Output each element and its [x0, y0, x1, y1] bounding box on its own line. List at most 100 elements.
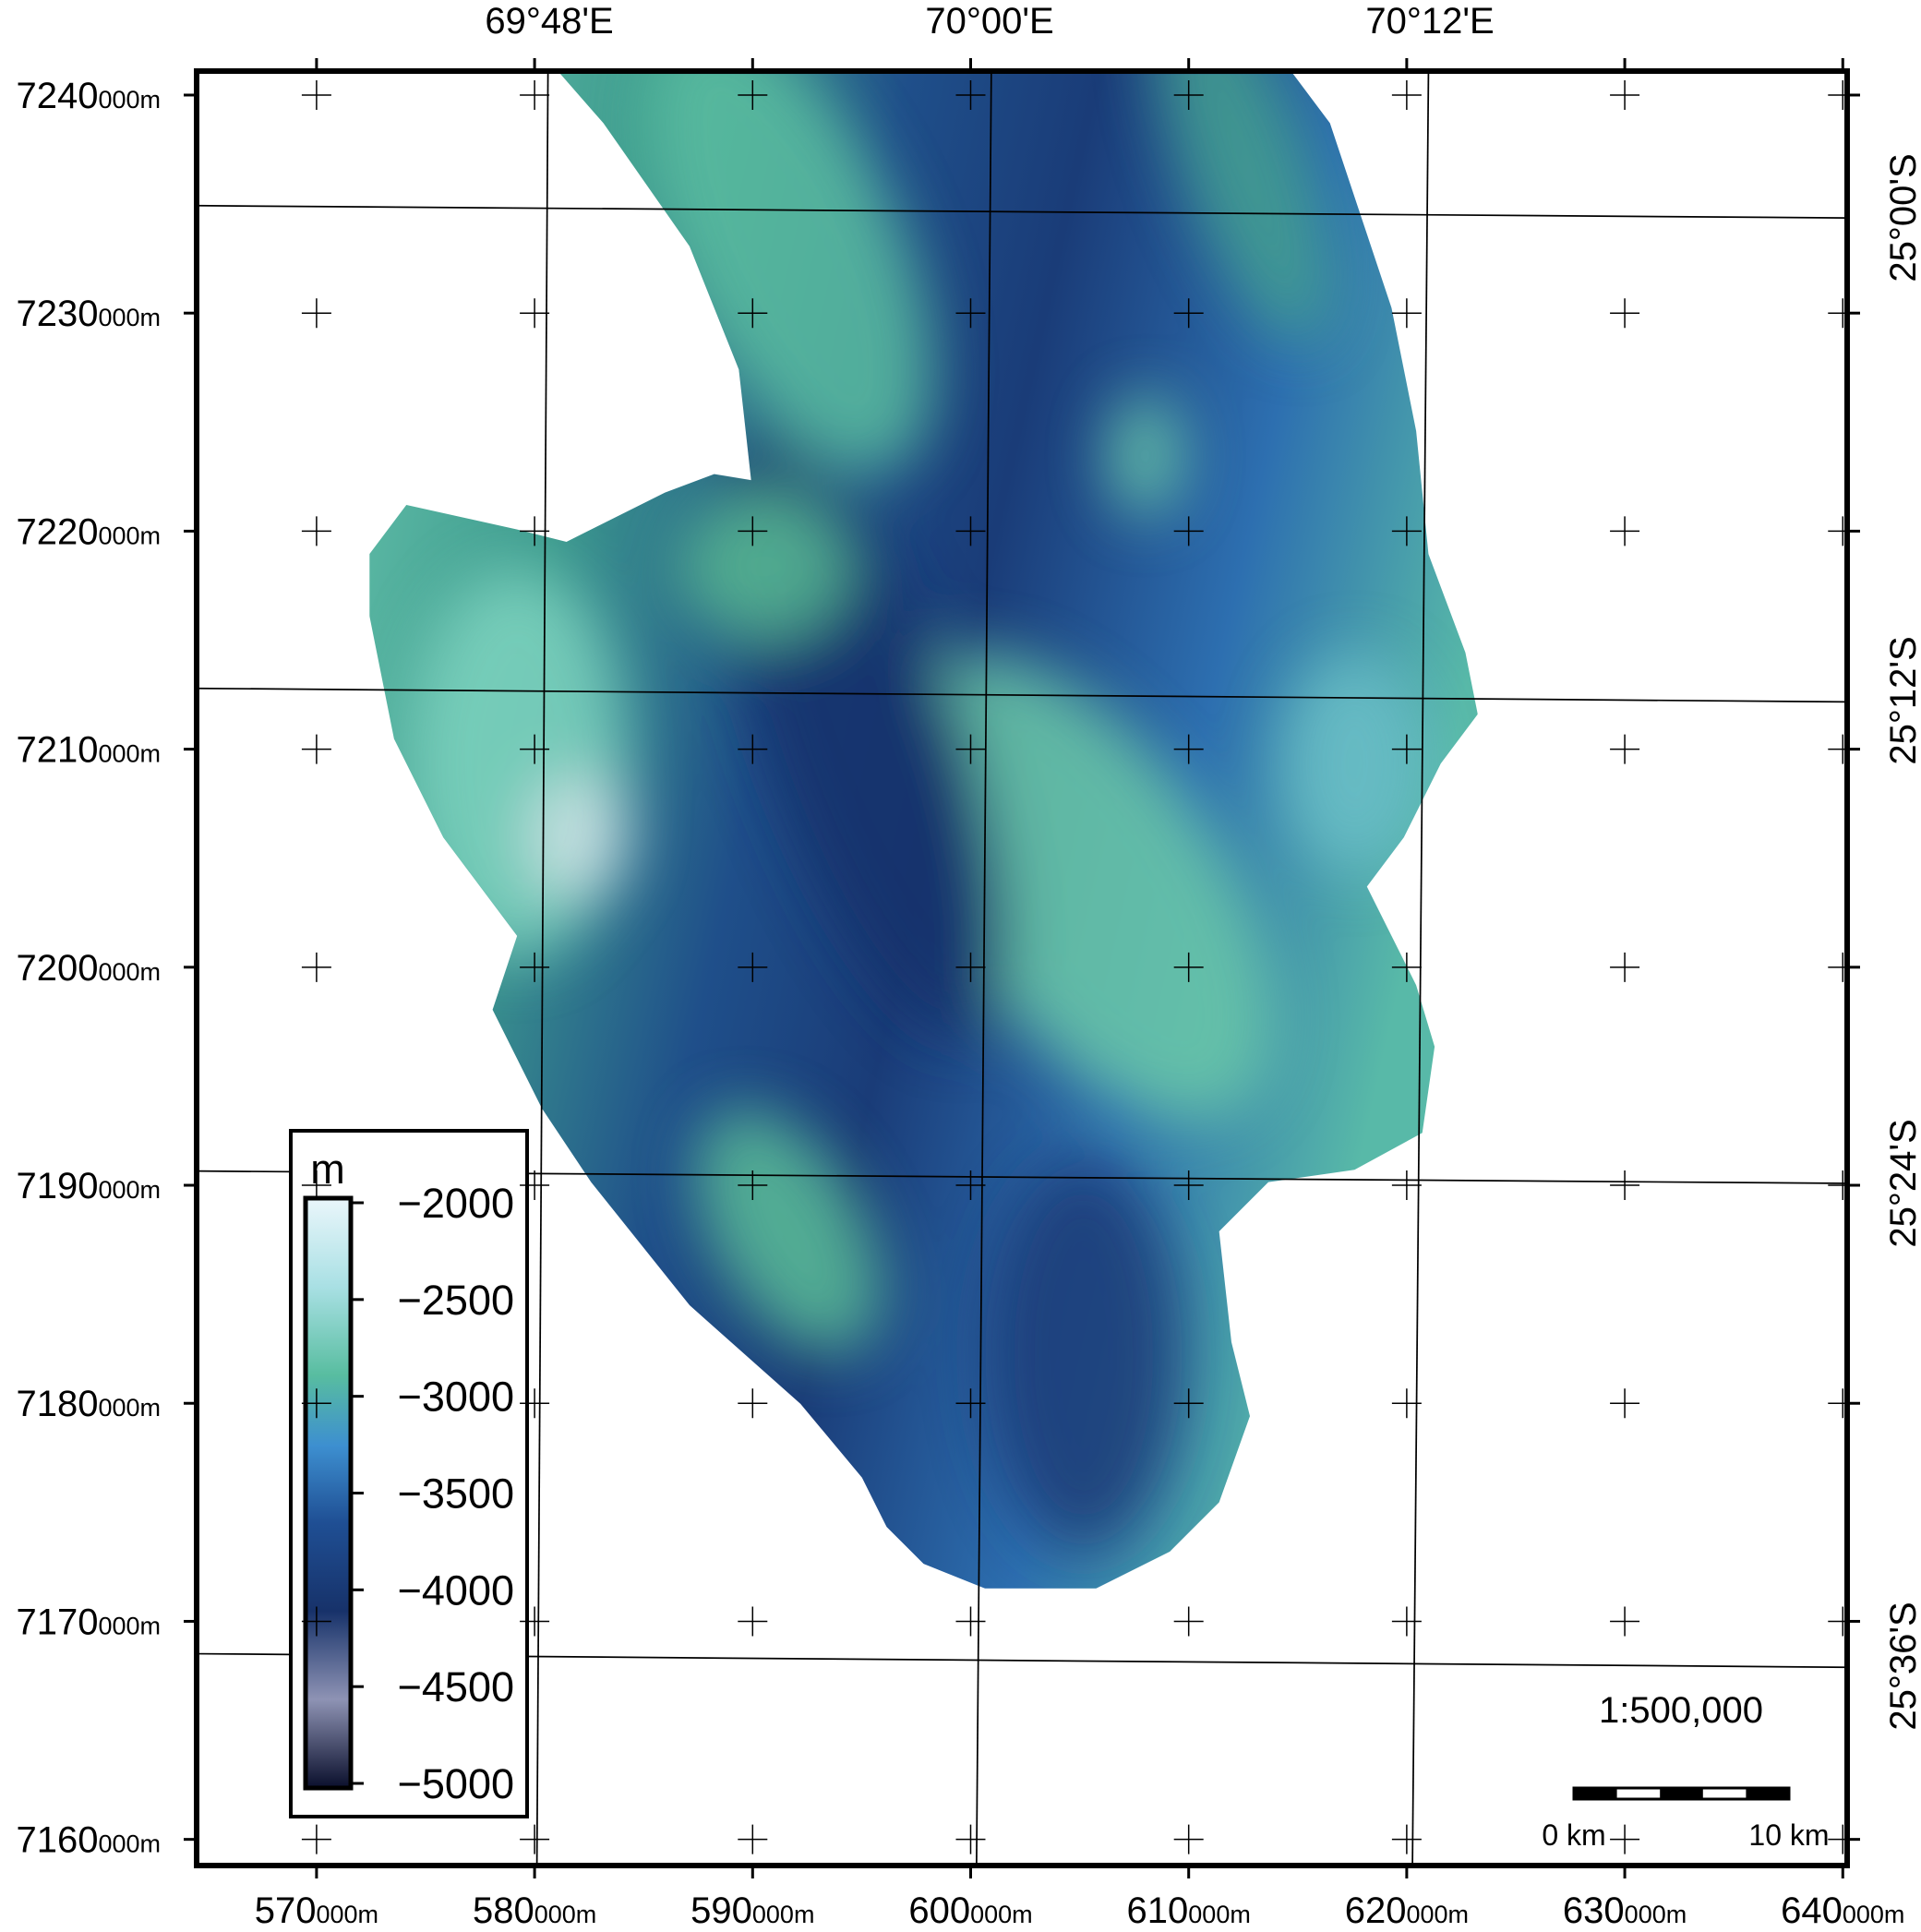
- y-tick-label: 7180000m: [16, 1384, 161, 1424]
- grid-cross: [1391, 1606, 1422, 1637]
- x-tick-suffix: 000m: [1406, 1901, 1469, 1928]
- colorbar-tick-label: −4500: [398, 1663, 514, 1710]
- colorbar-tick-label: −2500: [398, 1277, 514, 1324]
- lon-label: 70°12'E: [1365, 1, 1494, 42]
- x-tick-label: 600000m: [908, 1890, 1032, 1931]
- x-tick-main: 600: [908, 1890, 970, 1931]
- y-tick-suffix: 000m: [98, 1394, 161, 1422]
- grid-cross: [1391, 1824, 1422, 1854]
- grid-cross: [738, 952, 768, 982]
- grid-cross: [520, 952, 550, 982]
- grid-cross: [955, 1170, 986, 1201]
- lat-label: 25°12'S: [1883, 636, 1921, 764]
- x-tick-label: 630000m: [1563, 1890, 1687, 1931]
- grid-cross: [738, 734, 768, 764]
- grid-cross: [520, 79, 550, 110]
- grid-cross: [1610, 952, 1640, 982]
- scale-start: 0 km: [1542, 1818, 1605, 1852]
- scale-segment: [1574, 1788, 1617, 1799]
- grid-cross: [1610, 516, 1640, 546]
- y-tick-main: 7180: [16, 1384, 98, 1424]
- colorbar-tick-label: −3500: [398, 1470, 514, 1518]
- x-tick-suffix: 000m: [1843, 1901, 1905, 1928]
- grid-cross: [1610, 734, 1640, 764]
- grid-cross: [301, 1824, 331, 1854]
- grid-cross: [955, 1388, 986, 1419]
- y-tick-main: 7170: [16, 1602, 98, 1642]
- scale-segment: [1660, 1788, 1703, 1799]
- colorbar-ramp: [303, 1195, 354, 1791]
- y-tick-main: 7200: [16, 948, 98, 989]
- grid-cross: [1173, 298, 1204, 329]
- x-tick-suffix: 000m: [970, 1901, 1033, 1928]
- grid-cross: [1610, 1170, 1640, 1201]
- grid-cross: [955, 1824, 986, 1854]
- grid-cross: [520, 1170, 550, 1201]
- x-tick-main: 620: [1345, 1890, 1407, 1931]
- grid-cross: [955, 79, 986, 110]
- grid-cross: [1391, 734, 1422, 764]
- y-tick-suffix: 000m: [98, 304, 161, 331]
- grid-cross: [301, 1606, 331, 1637]
- grid-cross: [1391, 516, 1422, 546]
- colorbar-tick-label: −4000: [398, 1566, 514, 1614]
- grid-cross: [1173, 952, 1204, 982]
- x-tick-main: 630: [1563, 1890, 1625, 1931]
- grid-cross: [955, 516, 986, 546]
- y-tick-suffix: 000m: [98, 1830, 161, 1858]
- grid-cross: [1610, 79, 1640, 110]
- grid-cross: [738, 1824, 768, 1854]
- x-tick-label: 610000m: [1127, 1890, 1251, 1931]
- scale-segment: [1746, 1788, 1789, 1799]
- grid-cross: [738, 1388, 768, 1419]
- y-tick-label: 7200000m: [16, 948, 161, 989]
- y-tick-main: 7210: [16, 730, 98, 771]
- grid-cross: [301, 1170, 331, 1201]
- x-tick-main: 580: [473, 1890, 534, 1931]
- y-tick-suffix: 000m: [98, 1612, 161, 1639]
- y-tick-label: 7220000m: [16, 511, 161, 552]
- grid-cross: [738, 516, 768, 546]
- grid-cross: [738, 79, 768, 110]
- grid-cross: [1173, 734, 1204, 764]
- y-tick-main: 7230: [16, 294, 98, 334]
- colorbar-tick-label: −5000: [398, 1760, 514, 1807]
- x-tick-suffix: 000m: [534, 1901, 597, 1928]
- grid-cross: [1391, 1170, 1422, 1201]
- grid-cross: [955, 952, 986, 982]
- x-tick-main: 640: [1781, 1890, 1843, 1931]
- grid-cross: [1610, 1824, 1640, 1854]
- scale-ratio: 1:500,000: [1599, 1690, 1763, 1731]
- scale-bar: 1:500,000 0 km 10 km: [1542, 1690, 1829, 1852]
- grid-cross: [1173, 1170, 1204, 1201]
- y-tick-main: 7190: [16, 1166, 98, 1206]
- grid-cross: [520, 1824, 550, 1854]
- y-tick-suffix: 000m: [98, 522, 161, 549]
- grid-cross: [520, 1388, 550, 1419]
- grid-cross: [301, 1388, 331, 1419]
- grid-cross: [955, 1606, 986, 1637]
- y-tick-label: 7230000m: [16, 294, 161, 334]
- y-tick-label: 7190000m: [16, 1166, 161, 1206]
- grid-cross: [301, 734, 331, 764]
- x-tick-suffix: 000m: [1188, 1901, 1251, 1928]
- y-tick-label: 7160000m: [16, 1820, 161, 1861]
- x-tick-main: 610: [1127, 1890, 1189, 1931]
- grid-cross: [1391, 79, 1422, 110]
- x-tick-label: 570000m: [255, 1890, 378, 1931]
- grid-cross: [520, 516, 550, 546]
- x-tick-main: 590: [690, 1890, 752, 1931]
- scale-end: 10 km: [1748, 1818, 1829, 1852]
- grid-cross: [301, 79, 331, 110]
- grid-cross: [520, 734, 550, 764]
- y-tick-label: 7240000m: [16, 76, 161, 116]
- grid-cross: [1391, 1388, 1422, 1419]
- lat-label: 25°36'S: [1883, 1602, 1921, 1730]
- y-tick-suffix: 000m: [98, 740, 161, 768]
- y-tick-suffix: 000m: [98, 1176, 161, 1204]
- y-tick-main: 7220: [16, 511, 98, 552]
- lon-label: 69°48'E: [485, 1, 613, 42]
- grid-cross: [738, 1170, 768, 1201]
- y-tick-suffix: 000m: [98, 86, 161, 114]
